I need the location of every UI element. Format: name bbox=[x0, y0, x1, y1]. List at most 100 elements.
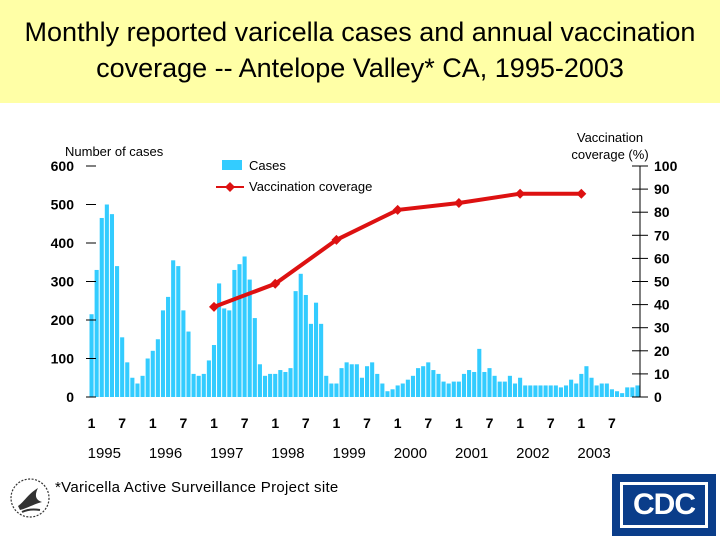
cases-bar bbox=[227, 310, 232, 398]
cases-bar bbox=[477, 348, 482, 398]
cases-bar bbox=[278, 370, 283, 397]
cases-bar bbox=[135, 383, 140, 397]
cases-bar bbox=[252, 318, 257, 397]
cases-bar bbox=[400, 383, 405, 397]
right-tick-label: 80 bbox=[654, 204, 670, 220]
cases-bar bbox=[472, 371, 477, 397]
cases-bar bbox=[558, 387, 563, 398]
cases-bar bbox=[181, 310, 186, 398]
right-tick-label: 30 bbox=[654, 320, 670, 336]
month-tick-label: 7 bbox=[363, 415, 371, 431]
cases-bar bbox=[176, 266, 181, 397]
month-tick-label: 1 bbox=[394, 415, 402, 431]
cases-bar bbox=[222, 308, 227, 397]
cases-bar bbox=[217, 283, 222, 397]
cases-bar bbox=[115, 266, 120, 397]
cases-bar bbox=[206, 360, 211, 397]
year-label: 2001 bbox=[455, 445, 488, 462]
cases-bar bbox=[497, 381, 502, 397]
cases-bar bbox=[390, 389, 395, 397]
title-band bbox=[0, 0, 720, 103]
cases-bar bbox=[99, 217, 104, 397]
left-tick-label: 300 bbox=[51, 274, 75, 290]
left-tick-label: 200 bbox=[51, 312, 75, 328]
cases-bar bbox=[507, 375, 512, 397]
left-tick-label: 0 bbox=[66, 389, 74, 405]
cases-bar bbox=[160, 310, 166, 398]
month-tick-label: 7 bbox=[179, 415, 187, 431]
right-tick-label: 0 bbox=[654, 389, 662, 405]
cases-bar bbox=[89, 314, 94, 397]
cases-bar bbox=[528, 385, 533, 397]
cases-bar bbox=[523, 385, 528, 397]
right-tick-label: 40 bbox=[654, 297, 670, 313]
cases-bar bbox=[426, 362, 431, 397]
legend-line-marker bbox=[225, 182, 235, 192]
left-tick-label: 600 bbox=[51, 158, 75, 174]
cases-bar bbox=[563, 385, 569, 397]
cases-bar bbox=[130, 377, 135, 397]
cases-bar bbox=[247, 279, 252, 397]
month-tick-label: 7 bbox=[547, 415, 555, 431]
year-label: 2002 bbox=[516, 445, 549, 462]
right-tick-label: 100 bbox=[654, 158, 678, 174]
cases-bar bbox=[262, 375, 268, 397]
bar-series bbox=[89, 204, 640, 398]
cases-bar bbox=[589, 377, 594, 397]
cases-bar bbox=[329, 383, 334, 397]
coverage-point bbox=[270, 278, 281, 289]
cases-bar bbox=[298, 273, 303, 397]
cases-bar bbox=[171, 260, 176, 397]
cases-bar bbox=[166, 296, 171, 397]
right-tick-label: 60 bbox=[654, 250, 670, 266]
cases-bar bbox=[324, 375, 329, 397]
footnote: *Varicella Active Surveillance Project s… bbox=[55, 479, 339, 496]
cases-bar bbox=[467, 370, 472, 397]
cases-bar bbox=[120, 337, 125, 397]
cases-bar bbox=[293, 291, 298, 398]
cases-bar bbox=[375, 373, 380, 397]
cases-bar bbox=[339, 368, 344, 398]
left-tick-label: 100 bbox=[51, 351, 75, 367]
right-tick-label: 50 bbox=[654, 274, 670, 290]
cases-bar bbox=[232, 269, 237, 397]
cases-bar bbox=[533, 385, 538, 397]
legend-line-label: Vaccination coverage bbox=[249, 179, 372, 194]
month-tick-label: 1 bbox=[271, 415, 279, 431]
cases-bar bbox=[604, 383, 609, 397]
cases-bar bbox=[94, 269, 99, 397]
cases-bar bbox=[512, 383, 518, 397]
cases-bar bbox=[635, 385, 640, 397]
cases-bar bbox=[155, 339, 160, 397]
cases-bar bbox=[620, 393, 625, 397]
cases-bar bbox=[242, 256, 247, 397]
left-axis-title: Number of cases bbox=[65, 144, 164, 159]
cases-bar bbox=[125, 362, 130, 397]
right-axis-title-line2: coverage (%) bbox=[571, 147, 648, 162]
coverage-point bbox=[208, 301, 219, 312]
x-axis: 1 7 1 7 1 7 1 7 1 7 1 7 1 7 1 7 1 7 1995 1996 1997 1998 1999 20… bbox=[88, 415, 616, 462]
legend: Cases Vaccination coverage bbox=[211, 154, 391, 198]
cases-bar bbox=[584, 366, 589, 397]
cases-bar bbox=[502, 381, 507, 397]
cases-bar bbox=[186, 331, 191, 397]
cases-bar bbox=[104, 204, 109, 397]
left-tick-label: 500 bbox=[51, 197, 75, 213]
cases-bar bbox=[482, 371, 487, 397]
month-tick-label: 1 bbox=[516, 415, 524, 431]
year-label: 1995 bbox=[88, 445, 121, 462]
cases-bar bbox=[518, 377, 523, 397]
cases-bar bbox=[441, 381, 446, 397]
coverage-point bbox=[331, 234, 342, 245]
coverage-point bbox=[576, 188, 587, 199]
coverage-point bbox=[453, 197, 464, 208]
month-tick-label: 1 bbox=[149, 415, 157, 431]
month-tick-label: 7 bbox=[424, 415, 432, 431]
cases-bar bbox=[538, 385, 543, 397]
cases-bar bbox=[630, 387, 635, 398]
year-label: 2003 bbox=[577, 445, 610, 462]
right-tick-label: 90 bbox=[654, 181, 670, 197]
cases-bar bbox=[594, 385, 599, 397]
slide-title: Monthly reported varicella cases and ann… bbox=[0, 14, 720, 86]
